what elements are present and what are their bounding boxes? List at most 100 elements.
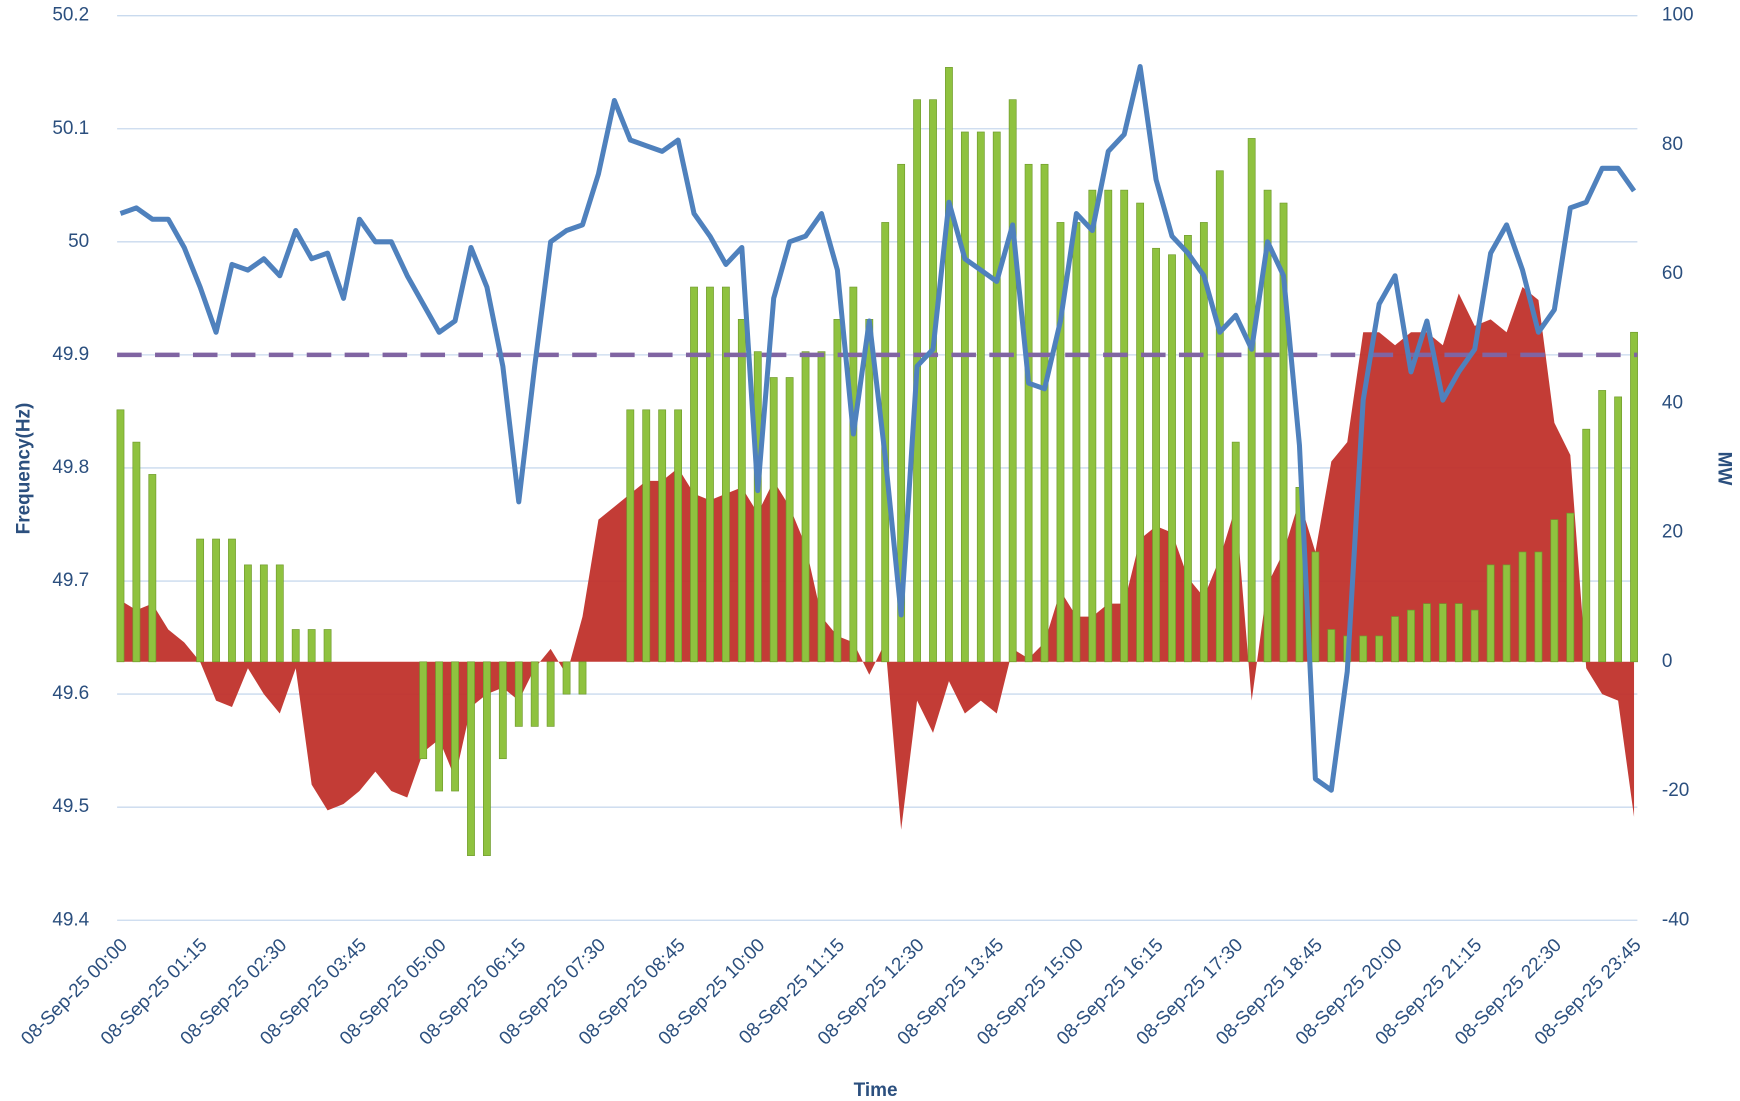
bar [929, 99, 937, 663]
bar [1088, 189, 1097, 663]
bar [1327, 629, 1336, 663]
y2-tick-label: 0 [1662, 651, 1673, 672]
bar [244, 564, 252, 663]
y2-tick-label: -40 [1662, 909, 1689, 930]
y2-tick-label: 80 [1662, 134, 1683, 155]
bar [960, 131, 969, 663]
bar [1199, 222, 1208, 663]
line [119, 64, 1637, 793]
bar [1375, 635, 1384, 663]
bar [1598, 390, 1607, 663]
y2-axis-title: MW [1713, 452, 1734, 486]
bar [658, 409, 667, 663]
bar [1614, 396, 1623, 663]
y-tick-label: 49.9 [52, 344, 89, 365]
y2-tick-label: 20 [1662, 522, 1683, 543]
bar [1104, 189, 1113, 663]
bar [1168, 254, 1176, 663]
bar [1438, 603, 1447, 663]
bar [1359, 635, 1368, 663]
bar [674, 409, 682, 663]
bar [1072, 222, 1081, 663]
bar [1040, 163, 1049, 663]
bar [817, 351, 826, 663]
bar [132, 441, 141, 663]
bar [849, 286, 858, 663]
bar [1120, 189, 1129, 663]
bar [148, 474, 157, 663]
bar [1311, 551, 1320, 663]
bar [578, 661, 587, 695]
bar [467, 661, 475, 856]
bar [1231, 441, 1240, 663]
bar [642, 409, 651, 663]
bar [706, 286, 714, 663]
bar [435, 661, 444, 792]
bar [1184, 235, 1192, 663]
y-axis-title: Frequency(Hz) [14, 403, 35, 535]
bar [1582, 428, 1591, 663]
bar [1247, 138, 1256, 663]
bar [833, 319, 842, 663]
bar [1024, 163, 1033, 663]
bar [1407, 609, 1415, 663]
bar [1279, 202, 1288, 663]
bar [1518, 551, 1527, 663]
bar [737, 319, 746, 663]
bar [1263, 189, 1272, 663]
bar [291, 629, 300, 663]
bar [1423, 603, 1431, 663]
bar [690, 286, 698, 663]
y-tick-label: 49.6 [52, 683, 89, 704]
bar [1152, 247, 1160, 663]
bar [865, 319, 874, 663]
bar [626, 409, 635, 663]
bar [116, 409, 125, 663]
bar [976, 131, 985, 663]
bar [498, 661, 507, 760]
y-tick-label: 50 [68, 231, 89, 252]
bar [259, 564, 268, 663]
y-tick-label: 49.8 [52, 457, 89, 478]
y-tick-label: 49.7 [52, 570, 89, 591]
bar [1454, 603, 1463, 663]
y-tick-label: 49.4 [52, 909, 89, 930]
bar [753, 351, 762, 663]
y2-tick-label: 100 [1662, 5, 1694, 26]
bar [228, 538, 236, 663]
bar [546, 661, 555, 727]
bar [323, 629, 332, 663]
bar [307, 629, 316, 663]
bar [419, 661, 428, 760]
bar [1550, 519, 1559, 663]
bar [483, 661, 491, 856]
x-axis-title: Time [854, 1080, 898, 1101]
y-tick-label: 50.2 [52, 5, 89, 26]
bar [785, 377, 794, 663]
bar [992, 131, 1001, 663]
bar [1534, 551, 1543, 663]
bar [530, 661, 539, 727]
bar [275, 564, 284, 663]
bar [562, 661, 571, 695]
bar [212, 538, 220, 663]
bar [945, 67, 953, 663]
bar [897, 163, 906, 663]
y2-tick-label: 40 [1662, 392, 1683, 413]
bar [1502, 564, 1511, 663]
bar [1215, 170, 1224, 663]
bar [801, 351, 810, 663]
y2-tick-label: 60 [1662, 263, 1683, 284]
bar [514, 661, 523, 727]
bar [1630, 331, 1638, 663]
bar [1470, 609, 1479, 663]
area [120, 287, 1635, 830]
bar [1391, 616, 1399, 663]
y-tick-label: 50.1 [52, 118, 89, 139]
y-tick-label: 49.5 [52, 796, 89, 817]
bar [1056, 222, 1065, 663]
bar [451, 661, 459, 792]
bar [1486, 564, 1495, 663]
bar [1136, 202, 1145, 663]
